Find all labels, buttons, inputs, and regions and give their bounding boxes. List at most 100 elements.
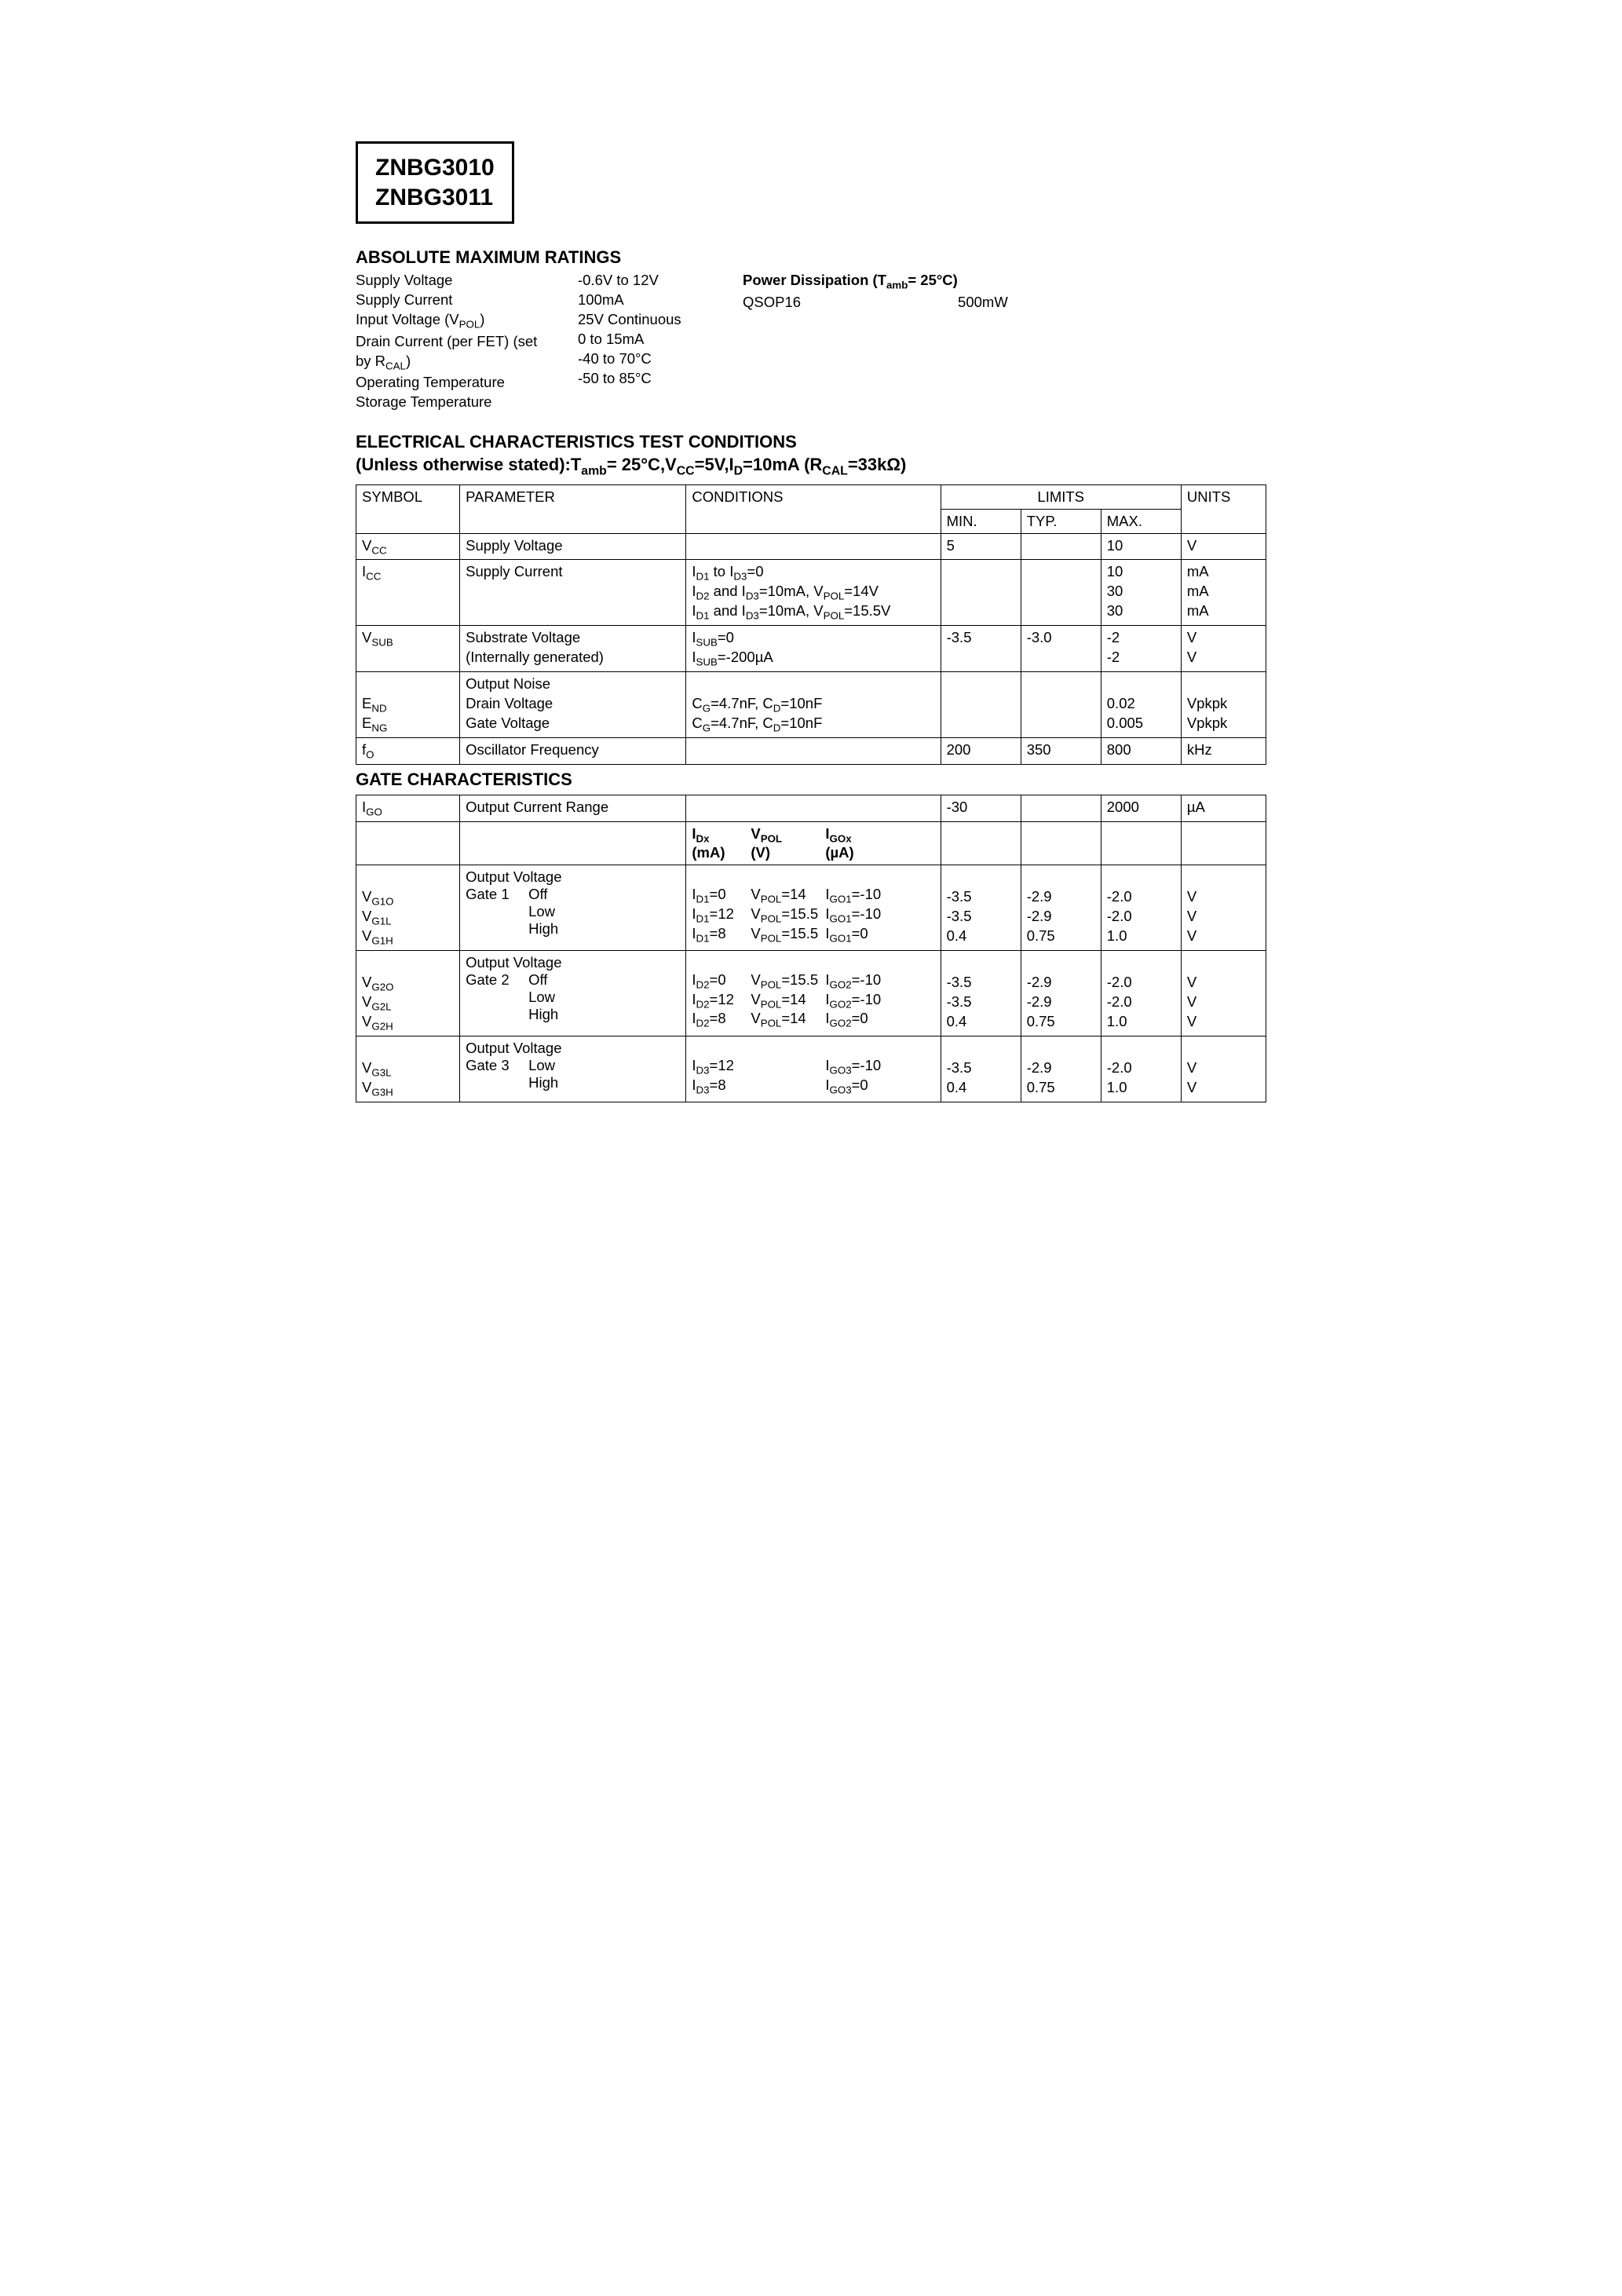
table-row: ENDENGOutput NoiseDrain VoltageGate Volt… bbox=[356, 672, 1266, 738]
th-symbol: SYMBOL bbox=[356, 484, 460, 533]
cell-typ: -2.9-2.90.75 bbox=[1021, 865, 1101, 951]
abs-label: Input Voltage (VPOL) bbox=[356, 310, 556, 332]
cell-max: -2.0-2.01.0 bbox=[1101, 951, 1181, 1036]
cell-conditions: ID1=0VPOL=14IGO1=-10ID1=12VPOL=15.5IGO1=… bbox=[686, 865, 941, 951]
cell-symbol: VG3LVG3H bbox=[356, 1036, 460, 1102]
pd-label: QSOP16 bbox=[743, 293, 801, 313]
th-units: UNITS bbox=[1181, 484, 1266, 533]
cell-typ bbox=[1021, 795, 1101, 821]
cell-max: 0.020.005 bbox=[1101, 672, 1181, 738]
part-number-1: ZNBG3010 bbox=[375, 153, 495, 183]
cell-parameter: Output VoltageGate 3LowHigh bbox=[460, 1036, 686, 1102]
abs-value: 100mA bbox=[578, 291, 711, 310]
cell-parameter: Supply Voltage bbox=[460, 533, 686, 560]
abs-value: 0 to 15mA bbox=[578, 330, 711, 349]
cell-min: -3.5 bbox=[941, 626, 1021, 672]
th-min: MIN. bbox=[941, 509, 1021, 533]
cell-typ bbox=[1021, 533, 1101, 560]
table-header-row: SYMBOL PARAMETER CONDITIONS LIMITS UNITS bbox=[356, 484, 1266, 509]
cell-conditions bbox=[686, 533, 941, 560]
cell-symbol: VCC bbox=[356, 533, 460, 560]
cell-typ: -2.90.75 bbox=[1021, 1036, 1101, 1102]
abs-max-left: Supply VoltageSupply CurrentInput Voltag… bbox=[356, 271, 711, 412]
cell-units: mAmAmA bbox=[1181, 560, 1266, 626]
table-row-cond-header: IDx VPOL IGOx (mA) (V) (µA) bbox=[356, 821, 1266, 865]
cell-parameter: Output VoltageGate 2OffLowHigh bbox=[460, 951, 686, 1036]
cell-units: kHz bbox=[1181, 738, 1266, 765]
cell-conditions: ISUB=0ISUB=-200µA bbox=[686, 626, 941, 672]
cell-symbol: VSUB bbox=[356, 626, 460, 672]
abs-label: Drain Current (per FET) (set by RCAL) bbox=[356, 332, 556, 374]
cell-typ: 350 bbox=[1021, 738, 1101, 765]
ec-heading-line1: ELECTRICAL CHARACTERISTICS TEST CONDITIO… bbox=[356, 431, 1266, 454]
cell-typ bbox=[1021, 672, 1101, 738]
cond-head-idx-unit: (mA) bbox=[692, 844, 751, 861]
part-number-box: ZNBG3010 ZNBG3011 bbox=[356, 141, 514, 224]
cell-conditions: ID1 to ID3=0ID2 and ID3=10mA, VPOL=14VID… bbox=[686, 560, 941, 626]
cond-head-igox: IGOx bbox=[825, 825, 892, 845]
cell-parameter: Output VoltageGate 1OffLowHigh bbox=[460, 865, 686, 951]
gate-characteristics-table: IGO Output Current Range -30 2000 µA IDx… bbox=[356, 795, 1266, 1102]
cell-max: 10 bbox=[1101, 533, 1181, 560]
cell-symbol: VG2OVG2LVG2H bbox=[356, 951, 460, 1036]
cell-typ: -3.0 bbox=[1021, 626, 1101, 672]
cell-symbol: ICC bbox=[356, 560, 460, 626]
cell-parameter: Oscillator Frequency bbox=[460, 738, 686, 765]
cell-conditions: CG=4.7nF, CD=10nFCG=4.7nF, CD=10nF bbox=[686, 672, 941, 738]
table-row: VSUBSubstrate Voltage(Internally generat… bbox=[356, 626, 1266, 672]
cell-min: -30 bbox=[941, 795, 1021, 821]
cell-max: 103030 bbox=[1101, 560, 1181, 626]
cell-max: 2000 bbox=[1101, 795, 1181, 821]
cond-head-vpol-unit: (V) bbox=[751, 844, 825, 861]
cell-min: 5 bbox=[941, 533, 1021, 560]
cell-max: -2.01.0 bbox=[1101, 1036, 1181, 1102]
th-limits: LIMITS bbox=[941, 484, 1181, 509]
pd-value: 500mW bbox=[958, 293, 1008, 313]
cell-conditions bbox=[686, 738, 941, 765]
cell-parameter: Supply Current bbox=[460, 560, 686, 626]
abs-max-heading: ABSOLUTE MAXIMUM RATINGS bbox=[356, 247, 1266, 268]
cond-head-vpol: VPOL bbox=[751, 825, 825, 845]
cell-parameter: Output NoiseDrain VoltageGate Voltage bbox=[460, 672, 686, 738]
abs-max-right: Power Dissipation (Tamb= 25°C) QSOP16 50… bbox=[743, 271, 1008, 412]
gate-characteristics-heading: GATE CHARACTERISTICS bbox=[356, 770, 1266, 790]
abs-value: -50 to 85°C bbox=[578, 369, 711, 389]
electrical-characteristics-table: SYMBOL PARAMETER CONDITIONS LIMITS UNITS… bbox=[356, 484, 1266, 765]
abs-value: -40 to 70°C bbox=[578, 349, 711, 369]
table-row: VG3LVG3HOutput VoltageGate 3LowHigh ID3=… bbox=[356, 1036, 1266, 1102]
th-conditions: CONDITIONS bbox=[686, 484, 941, 533]
th-parameter: PARAMETER bbox=[460, 484, 686, 533]
table-row: VG1OVG1LVG1HOutput VoltageGate 1OffLowHi… bbox=[356, 865, 1266, 951]
power-dissipation-heading: Power Dissipation (Tamb= 25°C) bbox=[743, 271, 1008, 293]
abs-max-labels: Supply VoltageSupply CurrentInput Voltag… bbox=[356, 271, 556, 412]
table-row: fOOscillator Frequency200350800kHz bbox=[356, 738, 1266, 765]
power-dissipation-row: QSOP16 500mW bbox=[743, 293, 1008, 313]
electrical-characteristics-heading: ELECTRICAL CHARACTERISTICS TEST CONDITIO… bbox=[356, 431, 1266, 480]
cell-typ bbox=[1021, 560, 1101, 626]
abs-max-grid: Supply VoltageSupply CurrentInput Voltag… bbox=[356, 271, 1266, 412]
th-typ: TYP. bbox=[1021, 509, 1101, 533]
cell-parameter: Substrate Voltage(Internally generated) bbox=[460, 626, 686, 672]
table-row: ICCSupply CurrentID1 to ID3=0ID2 and ID3… bbox=[356, 560, 1266, 626]
cond-head-igox-unit: (µA) bbox=[825, 844, 892, 861]
cell-parameter: Output Current Range bbox=[460, 795, 686, 821]
cell-units: VVV bbox=[1181, 865, 1266, 951]
cond-head-idx: IDx bbox=[692, 825, 751, 845]
abs-max-values: -0.6V to 12V100mA25V Continuous0 to 15mA… bbox=[578, 271, 711, 412]
cell-symbol: IGO bbox=[356, 795, 460, 821]
table-row: VCCSupply Voltage510V bbox=[356, 533, 1266, 560]
cell-conditions-header: IDx VPOL IGOx (mA) (V) (µA) bbox=[686, 821, 941, 865]
cell-units: VVV bbox=[1181, 951, 1266, 1036]
ec-heading-line2: (Unless otherwise stated):Tamb= 25°C,VCC… bbox=[356, 454, 1266, 480]
abs-label: Supply Current bbox=[356, 291, 556, 310]
cell-min: -3.5-3.50.4 bbox=[941, 951, 1021, 1036]
cell-typ: -2.9-2.90.75 bbox=[1021, 951, 1101, 1036]
cell-conditions bbox=[686, 795, 941, 821]
cell-min bbox=[941, 821, 1021, 865]
cell-min: -3.50.4 bbox=[941, 1036, 1021, 1102]
datasheet-page: ZNBG3010 ZNBG3011 ABSOLUTE MAXIMUM RATIN… bbox=[324, 141, 1298, 1102]
cell-max: -2.0-2.01.0 bbox=[1101, 865, 1181, 951]
th-max: MAX. bbox=[1101, 509, 1181, 533]
cell-symbol: fO bbox=[356, 738, 460, 765]
abs-label: Supply Voltage bbox=[356, 271, 556, 291]
